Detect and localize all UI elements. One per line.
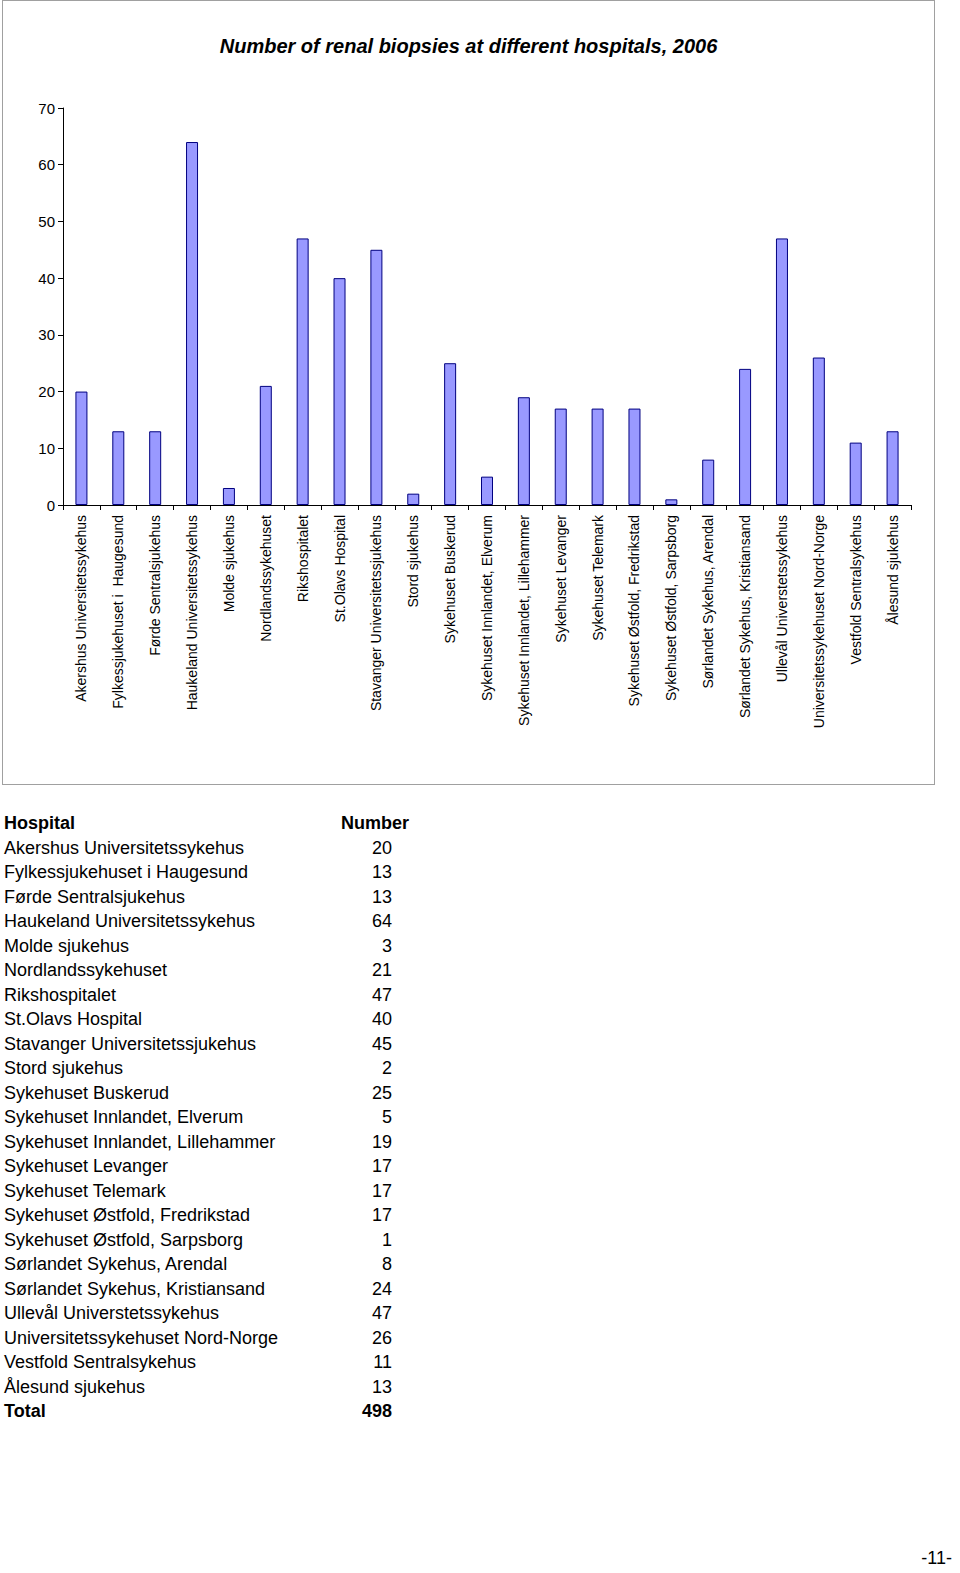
html-text:19: 19 xyxy=(372,1131,392,1152)
html-text:Universitetssykehuset Nord-Nor: Universitetssykehuset Nord-Norge xyxy=(4,1327,279,1348)
html-text:Sykehuset Innlandet, Lillehamm: Sykehuset Innlandet, Lillehammer xyxy=(4,1131,276,1152)
svg-text:40: 40 xyxy=(38,270,55,287)
html-text:Rikshospitalet: Rikshospitalet xyxy=(4,984,117,1005)
html-text:Haukeland Universitetssykehus: Haukeland Universitetssykehus xyxy=(4,911,256,931)
svg-text:Sykehuset Telemark: Sykehuset Telemark xyxy=(590,514,606,641)
html-text:25: 25 xyxy=(372,1082,392,1103)
html-text:45: 45 xyxy=(372,1033,392,1054)
svg-text:Ålesund sjukehus: Ålesund sjukehus xyxy=(885,515,901,625)
html-text:11: 11 xyxy=(373,1352,392,1372)
html-text:Stord sjukehus: Stord sjukehus xyxy=(4,1058,124,1078)
svg-text:Sørlandet Sykehus, Kristiansan: Sørlandet Sykehus, Kristiansand xyxy=(737,515,753,718)
svg-text:Stavanger Universitetssjukehus: Stavanger Universitetssjukehus xyxy=(368,515,384,711)
svg-text:Haukeland Universitetssykehus: Haukeland Universitetssykehus xyxy=(184,515,200,710)
html-text:26: 26 xyxy=(372,1327,392,1348)
svg-text:St.Olavs Hospital: St.Olavs Hospital xyxy=(332,515,348,622)
html-text:Sørlandet Sykehus, Kristiansan: Sørlandet Sykehus, Kristiansand xyxy=(4,1278,266,1299)
svg-text:20: 20 xyxy=(38,383,55,400)
svg-text:Sykehuset Innlandet, Lillehamm: Sykehuset Innlandet, Lillehammer xyxy=(516,515,532,726)
svg-text:Førde Sentralsjukehus: Førde Sentralsjukehus xyxy=(147,515,163,656)
svg-text:Stord sjukehus: Stord sjukehus xyxy=(405,515,421,608)
svg-text:Sykehuset Levanger: Sykehuset Levanger xyxy=(553,515,569,643)
html-text:Sykehuset Østfold, Sarpsborg: Sykehuset Østfold, Sarpsborg xyxy=(4,1229,244,1250)
html-text:Sørlandet Sykehus, Arendal: Sørlandet Sykehus, Arendal xyxy=(4,1254,228,1274)
svg-text:Nordlandssykehuset: Nordlandssykehuset xyxy=(258,515,274,642)
html-text:3: 3 xyxy=(382,935,392,956)
html-text:Molde sjukehus: Molde sjukehus xyxy=(4,935,130,956)
html-text:40: 40 xyxy=(372,1009,392,1029)
html-text:Ullevål Universtetssykehus: Ullevål Universtetssykehus xyxy=(4,1303,220,1323)
html-text:Number: Number xyxy=(341,813,409,833)
svg-text:50: 50 xyxy=(38,213,55,230)
svg-text:Universitetssykehuset Nord-Nor: Universitetssykehuset Nord-Norge xyxy=(811,515,827,728)
svg-text:60: 60 xyxy=(38,156,55,173)
html-text:24: 24 xyxy=(372,1278,392,1299)
html-text:Sykehuset Levanger: Sykehuset Levanger xyxy=(4,1156,169,1176)
html-text:17: 17 xyxy=(372,1205,392,1225)
svg-text:Sykehuset Østfold, Sarpsborg: Sykehuset Østfold, Sarpsborg xyxy=(663,515,679,701)
html-text:Sykehuset Telemark: Sykehuset Telemark xyxy=(4,1180,166,1201)
html-text:8: 8 xyxy=(382,1254,392,1274)
svg-text:Molde sjukehus: Molde sjukehus xyxy=(221,515,237,612)
html-text:17: 17 xyxy=(372,1180,392,1201)
svg-text:Rikshospitalet: Rikshospitalet xyxy=(295,515,311,602)
html-text:Vestfold Sentralsykehus: Vestfold Sentralsykehus xyxy=(4,1352,197,1372)
html-text:Hospital: Hospital xyxy=(4,813,75,833)
svg-text:Number of renal biopsies at di: Number of renal biopsies at different ho… xyxy=(220,35,718,57)
html-text:17: 17 xyxy=(372,1156,392,1176)
svg-text:Sørlandet Sykehus, Arendal: Sørlandet Sykehus, Arendal xyxy=(700,515,716,689)
svg-text:Vestfold Sentralsykehus: Vestfold Sentralsykehus xyxy=(848,515,864,664)
svg-text:Ullevål Universtetssykehus: Ullevål Universtetssykehus xyxy=(774,515,790,682)
html-text:13: 13 xyxy=(372,862,392,882)
html-text:Akershus Universitetssykehus: Akershus Universitetssykehus xyxy=(4,837,245,858)
html-text:Sykehuset Østfold, Fredrikstad: Sykehuset Østfold, Fredrikstad xyxy=(4,1205,251,1225)
html-text:-11-: -11- xyxy=(921,1548,952,1568)
html-text:498: 498 xyxy=(362,1401,392,1421)
html-text:1: 1 xyxy=(382,1229,392,1250)
svg-text:Sykehuset Buskerud: Sykehuset Buskerud xyxy=(442,515,458,643)
svg-text:70: 70 xyxy=(38,100,55,117)
html-text:Ålesund sjukehus: Ålesund sjukehus xyxy=(4,1376,146,1397)
html-text:20: 20 xyxy=(372,837,392,858)
html-text:13: 13 xyxy=(372,1376,392,1397)
html-text:2: 2 xyxy=(382,1058,392,1078)
html-text:13: 13 xyxy=(372,886,392,907)
svg-text:Sykehuset Innlandet, Elverum: Sykehuset Innlandet, Elverum xyxy=(479,515,495,701)
html-text:21: 21 xyxy=(372,960,392,980)
svg-text:Fylkessjukehuset i Haugesund: Fylkessjukehuset i Haugesund xyxy=(110,515,126,709)
svg-text:0: 0 xyxy=(47,497,55,514)
html-text:Stavanger Universitetssjukehus: Stavanger Universitetssjukehus xyxy=(4,1033,257,1054)
html-text:64: 64 xyxy=(372,911,392,931)
html-text:Nordlandssykehuset: Nordlandssykehuset xyxy=(4,960,168,980)
svg-text:10: 10 xyxy=(38,440,55,457)
html-text:Sykehuset Innlandet, Elverum: Sykehuset Innlandet, Elverum xyxy=(4,1107,244,1127)
html-text:Førde Sentralsjukehus: Førde Sentralsjukehus xyxy=(4,886,186,907)
html-text:Fylkessjukehuset i Haugesund: Fylkessjukehuset i Haugesund xyxy=(4,862,249,882)
html-text:47: 47 xyxy=(372,1303,392,1323)
svg-text:30: 30 xyxy=(38,326,55,343)
svg-text:Sykehuset Østfold, Fredrikstad: Sykehuset Østfold, Fredrikstad xyxy=(626,515,642,706)
html-text:St.Olavs Hospital: St.Olavs Hospital xyxy=(4,1009,143,1029)
html-text:Sykehuset Buskerud: Sykehuset Buskerud xyxy=(4,1082,170,1103)
svg-text:Akershus Universitetssykehus: Akershus Universitetssykehus xyxy=(73,515,89,702)
html-text:5: 5 xyxy=(382,1107,392,1127)
html-text:47: 47 xyxy=(372,984,392,1005)
html-text:Total: Total xyxy=(4,1401,46,1421)
